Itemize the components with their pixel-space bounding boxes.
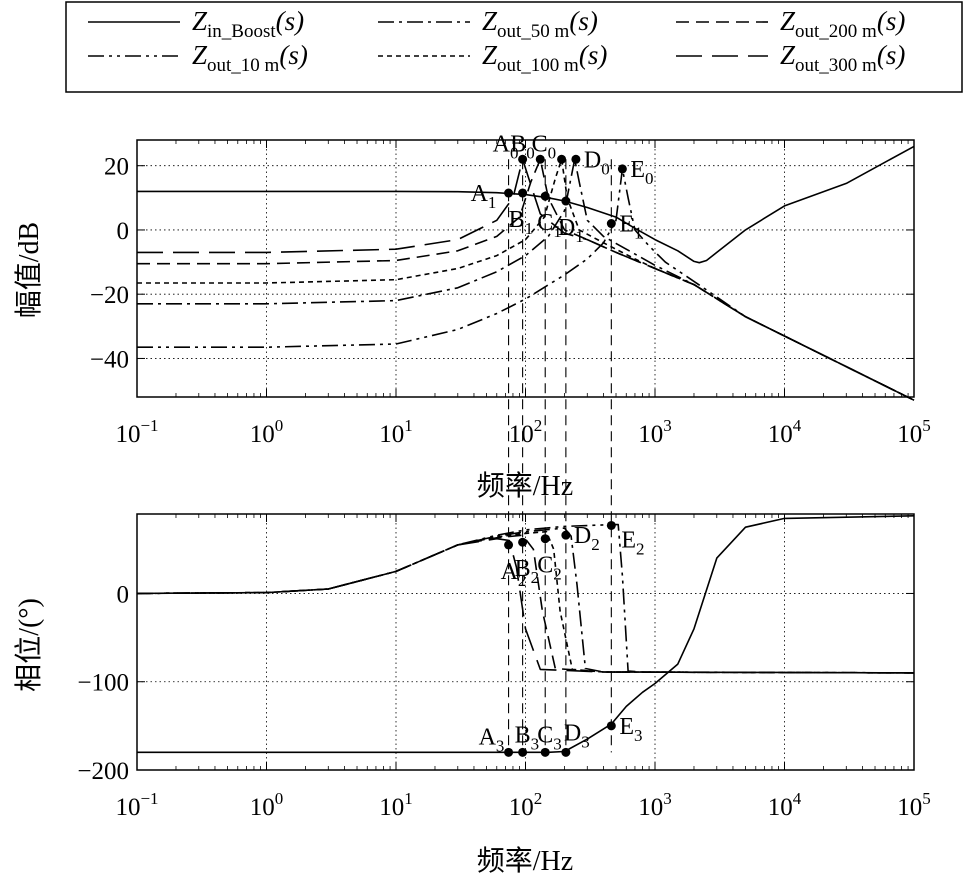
phase-ylabel: 相位/(°) — [13, 598, 45, 692]
phase-xtick-label: 100 — [250, 789, 284, 821]
point-label-B3: B3 — [515, 722, 540, 753]
magnitude-series-zout_50 — [137, 158, 915, 401]
phase-series-zout_300 — [136, 537, 915, 674]
point-label-D3: D3 — [564, 720, 590, 751]
point-label-C0: C0 — [532, 131, 557, 162]
legend-label-zout_100: Zout_100 m(s) — [482, 40, 607, 76]
point-label-A3: A3 — [479, 724, 505, 755]
point-label-E2: E2 — [621, 527, 644, 558]
phase-xtick-label: 104 — [768, 789, 802, 821]
legend-label-zin_boost: Zin_Boost(s) — [192, 6, 304, 42]
point-label-C2: C2 — [537, 553, 562, 584]
point-label-A1: A1 — [471, 181, 497, 212]
point-label-E0: E0 — [630, 157, 653, 188]
phase-xtick-label: 105 — [897, 789, 931, 821]
point-C0 — [557, 154, 567, 164]
point-label-C1: C1 — [537, 210, 562, 241]
magnitude-ytick-label: −40 — [90, 346, 129, 373]
legend-label-zout_10: Zout_10 m(s) — [192, 40, 308, 76]
point-E0 — [617, 164, 627, 174]
magnitude-xtick-label: 103 — [638, 416, 672, 448]
point-B0 — [535, 154, 545, 164]
phase-xtick-label: 103 — [638, 789, 672, 821]
legend-label-zout_300: Zout_300 m(s) — [780, 40, 905, 76]
point-label-E1: E1 — [619, 212, 642, 243]
magnitude-xtick-label: 102 — [509, 416, 543, 448]
phase-ytick-label: −200 — [77, 758, 129, 785]
magnitude-ytick-label: 20 — [104, 154, 129, 181]
phase-ytick-label: 0 — [117, 581, 130, 608]
point-label-E3: E3 — [619, 714, 642, 745]
point-label-D0: D0 — [584, 147, 610, 178]
magnitude-xtick-label: 105 — [897, 416, 931, 448]
point-B2 — [518, 537, 528, 547]
magnitude-xtick-label: 100 — [250, 416, 284, 448]
phase-series-zout_100 — [136, 530, 915, 674]
phase-xlabel: 频率/Hz — [477, 845, 573, 877]
legend-box — [65, 1, 963, 93]
phase-series-zout_50 — [136, 527, 915, 674]
magnitude-xtick-label: 104 — [768, 416, 802, 448]
phase-xtick-label: 102 — [509, 789, 543, 821]
point-E2 — [606, 520, 616, 530]
legend-label-zout_200: Zout_200 m(s) — [780, 6, 905, 42]
legend-label-zout_50: Zout_50 m(s) — [482, 6, 598, 42]
magnitude-ytick-label: −20 — [90, 282, 129, 309]
phase-ytick-label: −100 — [77, 670, 129, 697]
point-label-D2: D2 — [574, 523, 600, 554]
magnitude-series-zout_10 — [137, 168, 915, 401]
point-label-D1: D1 — [558, 215, 584, 246]
point-label-B0: B0 — [510, 131, 535, 162]
magnitude-ytick-label: 0 — [117, 218, 130, 245]
phase-xtick-label: 10−1 — [115, 789, 158, 821]
phase-plot: 10−11001011021031041050−100−200A2B2C2D2E… — [77, 513, 931, 821]
point-C2 — [540, 534, 550, 544]
magnitude-series-zin_boost — [137, 145, 915, 264]
phase-xtick-label: 101 — [379, 789, 413, 821]
guide-lines — [508, 159, 612, 753]
magnitude-xtick-label: 10−1 — [115, 416, 158, 448]
mag-ylabel: 幅值/dB — [13, 222, 45, 318]
magnitude-series-zout_200 — [137, 158, 915, 401]
point-label-B1: B1 — [509, 207, 534, 238]
point-label-C3: C3 — [537, 722, 562, 753]
point-label-A0: A0 — [493, 131, 519, 162]
magnitude-series-zout_300 — [137, 158, 915, 401]
point-D0 — [571, 154, 581, 164]
magnitude-xtick-label: 101 — [379, 416, 413, 448]
mag-xlabel: 频率/Hz — [477, 470, 573, 502]
legend: Zin_Boost(s) Zout_50 m(s) Zout_200 m(s)Zou… — [65, 1, 963, 93]
axis-titles: 频率/Hz 频率/Hz 幅值/dB 相位/(°) — [13, 222, 573, 877]
